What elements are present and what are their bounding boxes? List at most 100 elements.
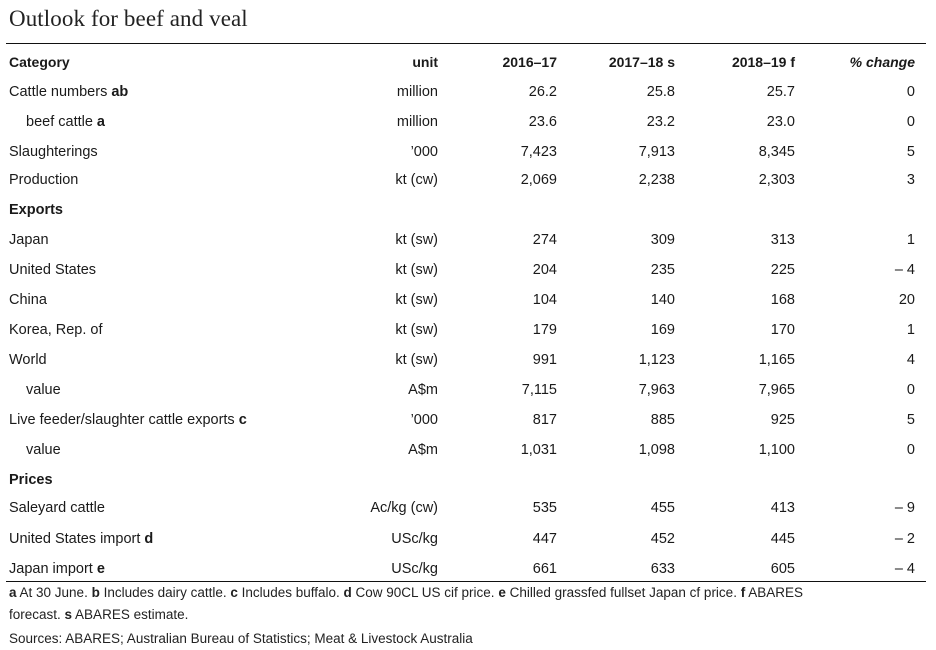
page-title: Outlook for beef and veal xyxy=(9,6,248,31)
row-label-text: United States xyxy=(9,262,97,278)
percent-change: 1 xyxy=(906,232,915,248)
footnote-key-a: a xyxy=(9,585,17,600)
value-2017-18: 452 xyxy=(650,531,675,547)
row-footnote-marker: a xyxy=(96,114,105,130)
header-year-2: 2017–18 s xyxy=(608,54,675,70)
value-2016-17: 104 xyxy=(532,292,557,308)
percent-change: 5 xyxy=(906,144,915,160)
row-label: Japan xyxy=(9,226,49,254)
header-unit: unit xyxy=(412,54,438,70)
value-2017-18: 235 xyxy=(650,262,675,278)
value-2017-18: 455 xyxy=(650,500,675,516)
row-label-text: Cattle numbers xyxy=(9,84,108,100)
value-2018-19: 313 xyxy=(770,232,795,248)
row-footnote-marker: e xyxy=(96,561,105,577)
row-label: United States xyxy=(9,256,96,284)
footnote-key-d: d xyxy=(343,585,352,600)
footnote-key-c: c xyxy=(230,585,238,600)
value-2017-18: 1,123 xyxy=(638,352,675,368)
footnotes: a At 30 June. b Includes dairy cattle. c… xyxy=(9,582,909,626)
row-label: Japan import e xyxy=(9,555,105,583)
value-2018-19: 25.7 xyxy=(766,84,795,100)
percent-change: 1 xyxy=(906,322,915,338)
footnote-d: Cow 90CL US cif price. xyxy=(351,585,499,600)
table-row: United States import d USc/kg 447 452 445 – 2 xyxy=(0,525,936,553)
row-label: Korea, Rep. of xyxy=(9,316,103,344)
footnote-f: ABARES xyxy=(745,585,803,600)
value-2017-18: 7,913 xyxy=(638,144,675,160)
row-label-text: World xyxy=(9,352,47,368)
value-2017-18: 23.2 xyxy=(646,114,675,130)
table-row: Korea, Rep. of kt (sw) 179 169 170 1 xyxy=(0,316,936,344)
row-footnote-marker: ab xyxy=(111,84,129,100)
row-label-text: Production xyxy=(9,172,79,188)
row-unit: Ac/kg (cw) xyxy=(370,500,438,516)
row-label: Cattle numbers ab xyxy=(9,78,128,106)
row-label: Saleyard cattle xyxy=(9,494,105,522)
footnote-a: At 30 June. xyxy=(16,585,92,600)
value-2016-17: 204 xyxy=(532,262,557,278)
header-year-3: 2018–19 f xyxy=(731,54,795,70)
percent-change: – 2 xyxy=(894,531,915,547)
row-unit: A$m xyxy=(408,382,438,398)
row-unit: kt (cw) xyxy=(395,172,438,188)
row-label-text: beef cattle xyxy=(26,114,93,130)
sources-line: Sources: ABARES; Australian Bureau of St… xyxy=(9,631,473,646)
table-row: China kt (sw) 104 140 168 20 xyxy=(0,286,936,314)
value-2018-19: 1,100 xyxy=(758,442,795,458)
section-label: Prices xyxy=(9,472,53,488)
percent-change: 4 xyxy=(906,352,915,368)
footnote-e: Chilled grassfed fullset Japan cf price. xyxy=(505,585,741,600)
footnote-c: Includes buffalo. xyxy=(237,585,344,600)
percent-change: 5 xyxy=(906,412,915,428)
percent-change: 0 xyxy=(906,442,915,458)
value-2017-18: 140 xyxy=(650,292,675,308)
value-2016-17: 26.2 xyxy=(528,84,557,100)
row-unit: kt (sw) xyxy=(395,292,438,308)
value-2016-17: 991 xyxy=(532,352,557,368)
footnote-key-s: s xyxy=(64,607,73,622)
percent-change: – 4 xyxy=(894,561,915,577)
table-header-row: Category unit 2016–17 2017–18 s 2018–19 … xyxy=(0,48,936,76)
percent-change: – 4 xyxy=(894,262,915,278)
row-label-text: Saleyard cattle xyxy=(9,500,105,516)
row-label-text: Slaughterings xyxy=(9,144,98,160)
row-label-text: United States import xyxy=(9,531,141,547)
value-2017-18: 7,963 xyxy=(638,382,675,398)
table-row: Saleyard cattle Ac/kg (cw) 535 455 413 – 9 xyxy=(0,494,936,522)
row-label-text: value xyxy=(26,382,61,398)
percent-change: 3 xyxy=(906,172,915,188)
value-2016-17: 1,031 xyxy=(520,442,557,458)
value-2016-17: 661 xyxy=(532,561,557,577)
value-2016-17: 23.6 xyxy=(528,114,557,130)
table-row: beef cattle a million 23.6 23.2 23.0 0 xyxy=(0,108,936,136)
header-percent-change: % change xyxy=(849,54,915,70)
row-label: value xyxy=(26,376,61,404)
row-label: Production xyxy=(9,166,78,194)
row-unit: ’000 xyxy=(410,144,438,160)
section-heading: Prices xyxy=(0,466,936,494)
header-year-1: 2016–17 xyxy=(502,54,557,70)
value-2018-19: 413 xyxy=(770,500,795,516)
row-label: United States import d xyxy=(9,525,153,553)
value-2018-19: 1,165 xyxy=(758,352,795,368)
table-row: Japan import e USc/kg 661 633 605 – 4 xyxy=(0,555,936,583)
row-unit: USc/kg xyxy=(391,561,438,577)
value-2016-17: 447 xyxy=(532,531,557,547)
row-label-text: Live feeder/slaughter cattle exports xyxy=(9,412,235,428)
value-2018-19: 23.0 xyxy=(766,114,795,130)
percent-change: 20 xyxy=(898,292,915,308)
percent-change: – 9 xyxy=(894,500,915,516)
footnote-f-cont: forecast. xyxy=(9,607,65,622)
row-label-text: Japan import xyxy=(9,561,93,577)
header-category: Category xyxy=(9,54,70,70)
table-row: Slaughterings ’000 7,423 7,913 8,345 5 xyxy=(0,138,936,166)
value-2018-19: 7,965 xyxy=(758,382,795,398)
value-2016-17: 7,423 xyxy=(520,144,557,160)
percent-change: 0 xyxy=(906,382,915,398)
row-label: beef cattle a xyxy=(26,108,105,136)
value-2016-17: 7,115 xyxy=(521,382,557,398)
table-row: World kt (sw) 991 1,123 1,165 4 xyxy=(0,346,936,374)
table-top-rule xyxy=(6,43,926,44)
value-2016-17: 535 xyxy=(532,500,557,516)
